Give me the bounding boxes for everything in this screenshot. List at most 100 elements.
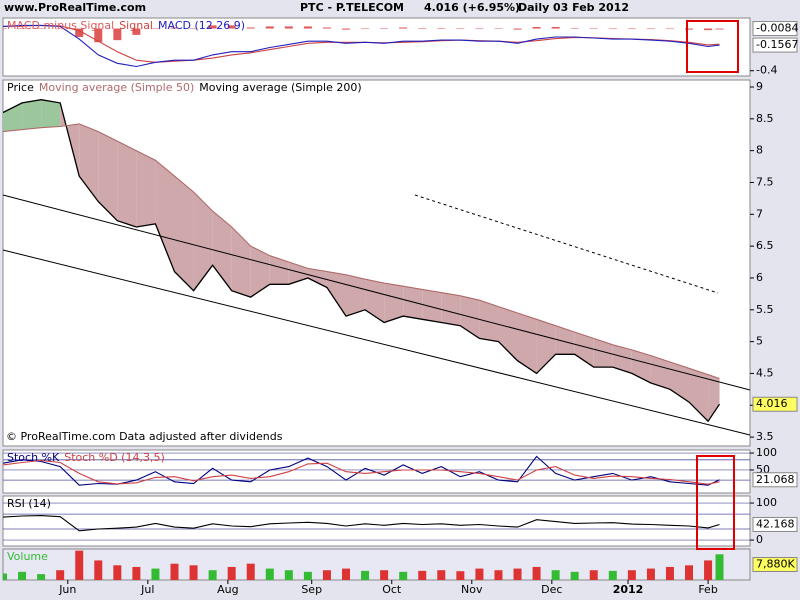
bar [475,568,484,580]
bar [437,28,446,29]
bar [608,570,617,580]
ma-fill [22,99,42,130]
y-tick-label: 9 [756,80,763,93]
ma-fill [441,292,461,326]
bar [361,570,370,580]
ma-fill [98,131,118,221]
bar [513,568,522,580]
ma-fill [288,262,308,285]
value-box [752,21,798,37]
y-tick-label: 8.5 [756,112,774,125]
x-tick-label: Feb [698,583,717,596]
overlay [2,20,751,550]
bar [551,570,560,580]
bar [532,26,541,29]
y-tick-label: 8 [756,144,763,157]
bar [475,28,484,30]
ma-fill [326,271,347,317]
bar [265,568,274,580]
bar [380,28,389,30]
value-box [752,557,798,572]
ma-fill [403,286,423,320]
ma-fill [174,176,194,291]
bar [418,28,427,29]
legend-entry: Price [7,81,34,94]
bar [151,568,160,580]
bar [494,570,503,580]
x-tick-label: Oct [382,583,402,596]
ma-fill [384,283,404,323]
ma-fill [346,274,366,317]
ma-fill [41,99,61,128]
trend-dotted [414,194,719,294]
bar [113,28,122,41]
bar [113,565,122,580]
plot [3,550,724,580]
x-tick-label: Aug [217,583,238,596]
legend-entry: MACD (12 26 9) [158,19,245,32]
x-tick-label: Nov [461,583,483,596]
value-label: 4.016 [756,397,788,410]
bar [170,27,179,29]
bar [380,570,389,580]
plot [3,515,720,532]
ma-fill [650,355,670,390]
bar [704,560,713,580]
ma-fill [422,289,442,323]
legend-entry: Stoch %D (14,3,5) [64,451,165,464]
bar [665,566,674,580]
value-label: 42.168 [756,517,795,530]
ma-fill [479,300,499,342]
y-tick-label: 7.5 [756,175,774,188]
symbol-title: PTC - P.TELECOM [300,1,404,14]
bar [284,570,293,580]
highlight-box [696,455,735,550]
bar [399,27,408,29]
y-tick-label: 3.5 [756,430,774,443]
legend-entry: Volume [7,550,48,563]
date: 03 Feb 2012 [553,1,629,14]
x-tick-label: 2012 [613,583,644,596]
panels: -0.4 MACD minus Signal Signal MACD (12 26 9… [2,17,798,596]
y-tick-label: 6 [756,271,763,284]
line [3,123,720,380]
y-tick-label: 100 [756,496,777,509]
panel [2,449,751,494]
y-tick-label: 5.5 [756,303,774,316]
y-tick-label: 5 [756,335,763,348]
channel-lower [2,249,751,436]
ma-fill [193,192,213,291]
highlight-box [686,20,739,73]
bar [456,571,465,580]
line [3,515,720,532]
bar [589,28,598,30]
bar [646,28,655,30]
bar [227,25,236,29]
ma-fill [517,312,537,374]
value-label: -0.1567 [756,38,798,51]
y-tick-label: 4.5 [756,366,774,379]
bar [132,566,141,580]
plot [3,455,720,486]
value-label: -0.0084 [756,22,798,35]
y-tick-label: -0.4 [756,64,777,77]
bar [322,570,331,580]
y-tick-label: 100 [756,446,777,459]
bar [342,28,351,30]
panel [2,548,751,581]
value-label: 7,880K [756,558,795,571]
site: www.ProRealTime.com [4,1,146,14]
x-tick-label: Jun [58,583,76,596]
bar [570,571,579,580]
bar [608,28,617,30]
bar [189,28,198,30]
value-label: 21.068 [756,473,795,486]
bar [704,28,713,31]
line [3,459,720,485]
bar [3,28,7,30]
ma-fill [574,332,594,368]
bar [685,565,694,580]
bar [94,28,103,43]
bar [284,26,293,29]
